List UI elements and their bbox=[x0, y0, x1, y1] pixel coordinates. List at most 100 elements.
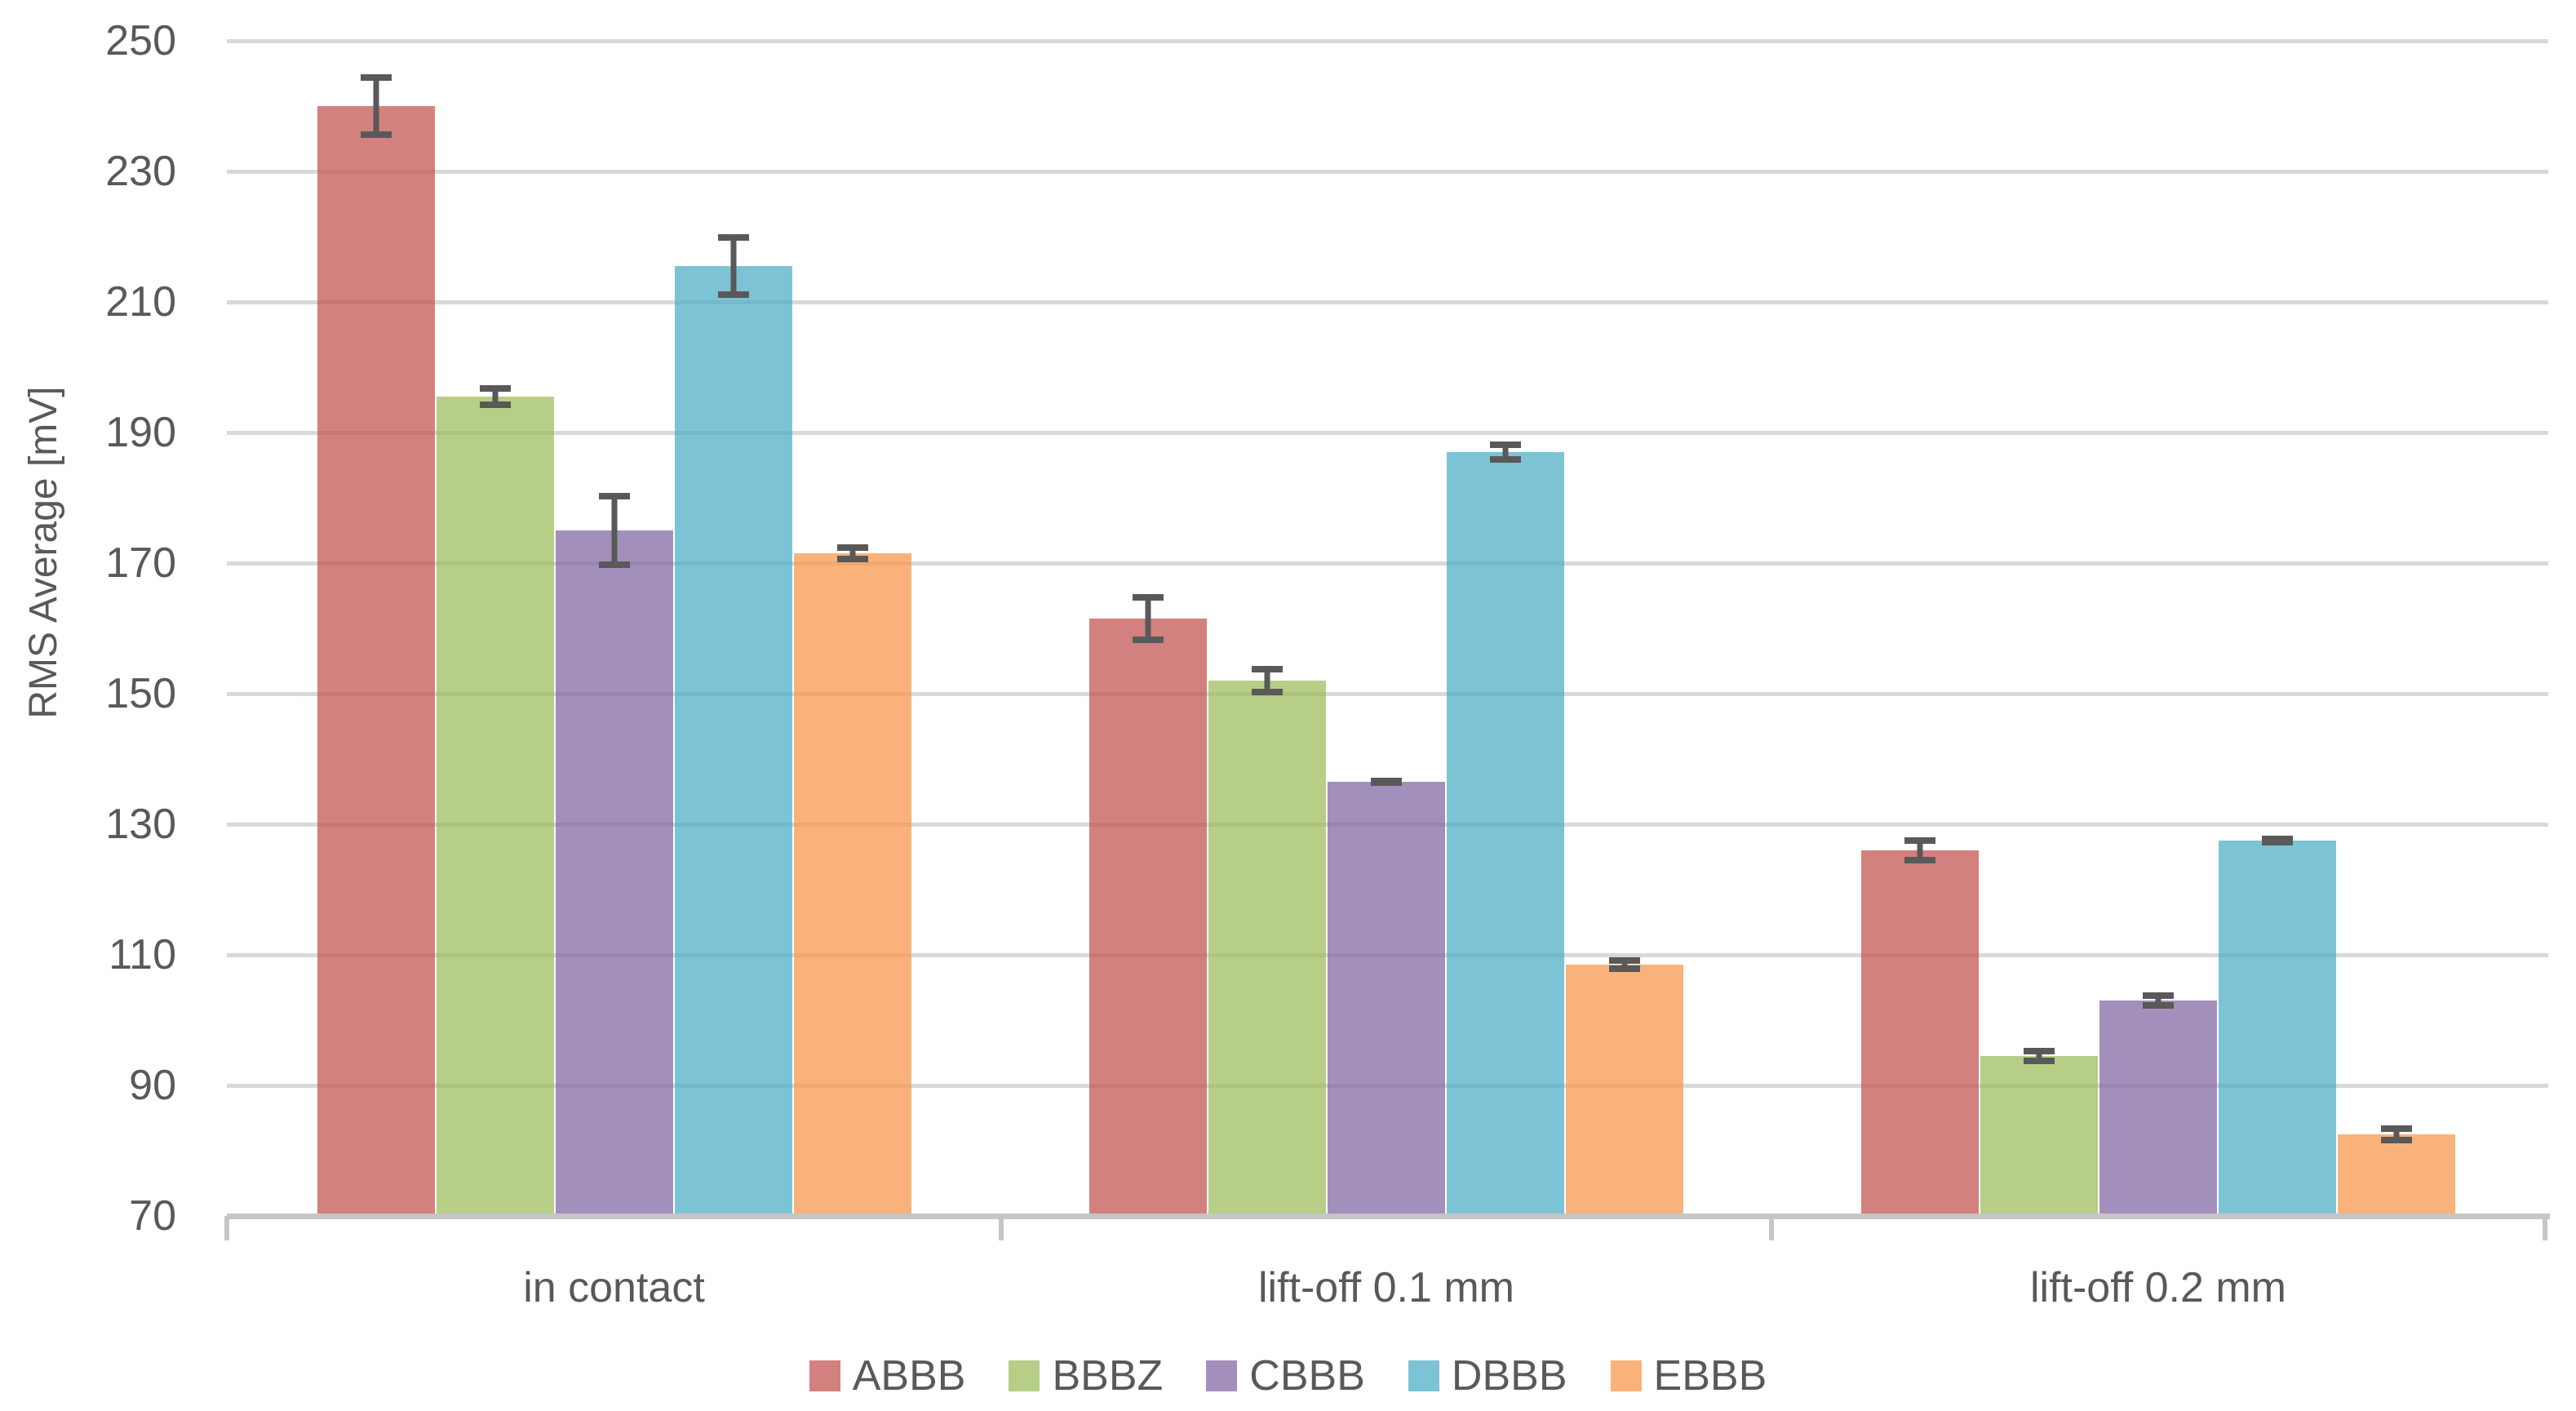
category-label: lift-off 0.2 mm bbox=[2029, 1264, 2286, 1311]
error-bar-line bbox=[373, 73, 379, 139]
error-bar-cap bbox=[1609, 957, 1640, 965]
y-tick-label: 70 bbox=[129, 1192, 176, 1240]
error-bar-cap bbox=[1490, 441, 1521, 449]
error-bar bbox=[1371, 778, 1402, 786]
error-bar-cap bbox=[1904, 837, 1935, 844]
y-tick-label: 250 bbox=[105, 17, 176, 64]
gridline bbox=[227, 169, 2548, 174]
x-axis-boundary-tick bbox=[1769, 1216, 1774, 1240]
bar-abbb-2 bbox=[1089, 619, 1207, 1216]
legend-marker-icon bbox=[1610, 1360, 1642, 1391]
x-axis-boundary-tick bbox=[999, 1216, 1004, 1240]
legend: ABBB BBBZ CBBB DBBB EBBB bbox=[0, 1351, 2576, 1400]
category-label: lift-off 0.1 mm bbox=[1257, 1264, 1514, 1311]
error-bar-line bbox=[2155, 992, 2161, 1009]
error-bar-cap bbox=[717, 291, 749, 299]
error-bar bbox=[2143, 992, 2174, 1009]
error-bar bbox=[1133, 593, 1164, 644]
legend-marker-icon bbox=[1408, 1360, 1439, 1391]
error-bar-line bbox=[1502, 441, 1509, 463]
bar-abbb-3 bbox=[1861, 850, 1979, 1216]
error-bar-line bbox=[611, 492, 617, 569]
error-bar-line bbox=[1145, 593, 1151, 644]
y-tick-label: 210 bbox=[105, 278, 176, 326]
x-axis-boundary-tick bbox=[2543, 1216, 2547, 1240]
bar-bbbz-2 bbox=[1208, 681, 1326, 1216]
error-bar-cap bbox=[2262, 838, 2293, 845]
error-bar-cap bbox=[836, 556, 868, 563]
error-bar-cap bbox=[598, 492, 630, 499]
error-bar-cap bbox=[2381, 1125, 2412, 1132]
error-bar-cap bbox=[2143, 1001, 2174, 1009]
bar-cbbb-1 bbox=[555, 530, 673, 1216]
x-axis-boundary-tick bbox=[224, 1216, 229, 1240]
error-bar-cap bbox=[360, 73, 392, 81]
error-bar-cap bbox=[1133, 593, 1164, 601]
gridline bbox=[227, 38, 2548, 43]
legend-item-cbbb: CBBB bbox=[1206, 1351, 1365, 1400]
y-tick-label: 230 bbox=[105, 148, 176, 195]
error-bar-line bbox=[1621, 957, 1628, 972]
bar-abbb-1 bbox=[317, 106, 435, 1216]
error-bar-cap bbox=[360, 131, 392, 139]
gridline bbox=[227, 430, 2548, 435]
y-tick-label: 90 bbox=[129, 1062, 176, 1109]
category-label: in contact bbox=[523, 1264, 705, 1311]
gridline bbox=[227, 691, 2548, 696]
legend-item-bbbz: BBBZ bbox=[1009, 1351, 1163, 1400]
error-bar-cap bbox=[2024, 1048, 2055, 1055]
legend-label: EBBB bbox=[1653, 1352, 1767, 1400]
error-bar-cap bbox=[1609, 965, 1640, 972]
error-bar-cap bbox=[1252, 689, 1283, 696]
legend-item-ebbb: EBBB bbox=[1610, 1351, 1767, 1400]
gridline bbox=[227, 300, 2548, 304]
bar-ebbb-3 bbox=[2338, 1134, 2455, 1216]
bar-ebbb-1 bbox=[793, 553, 911, 1216]
bar-dbbb-2 bbox=[1447, 452, 1564, 1216]
error-bar-line bbox=[492, 384, 498, 409]
y-tick-label: 150 bbox=[105, 670, 176, 717]
y-tick-label: 170 bbox=[105, 539, 176, 587]
error-bar bbox=[1490, 441, 1521, 463]
bar-ebbb-2 bbox=[1566, 965, 1683, 1216]
error-bar-cap bbox=[717, 233, 749, 241]
error-bar-cap bbox=[836, 544, 868, 551]
error-bar-cap bbox=[2143, 992, 2174, 1000]
error-bar bbox=[836, 544, 868, 563]
x-axis-line bbox=[227, 1213, 2550, 1219]
bar-bbbz-3 bbox=[1980, 1056, 2098, 1216]
bar-dbbb-3 bbox=[2219, 841, 2336, 1216]
y-tick-label: 190 bbox=[105, 409, 176, 456]
legend-label: ABBB bbox=[852, 1352, 966, 1400]
error-bar-line bbox=[2393, 1125, 2400, 1144]
error-bar-cap bbox=[1252, 665, 1283, 672]
legend-label: BBBZ bbox=[1052, 1352, 1164, 1400]
error-bar-line bbox=[1917, 837, 1923, 863]
error-bar-cap bbox=[479, 384, 511, 392]
error-bar bbox=[598, 492, 630, 569]
error-bar bbox=[360, 73, 392, 139]
error-bar-line bbox=[730, 233, 736, 299]
error-bar-cap bbox=[1133, 637, 1164, 644]
error-bar bbox=[2024, 1048, 2055, 1064]
error-bar-cap bbox=[479, 402, 511, 409]
error-bar-cap bbox=[598, 561, 630, 569]
bar-cbbb-2 bbox=[1328, 782, 1445, 1216]
error-bar bbox=[479, 384, 511, 409]
error-bar-line bbox=[1264, 665, 1270, 696]
legend-item-abbb: ABBB bbox=[809, 1351, 966, 1400]
error-bar-cap bbox=[2024, 1057, 2055, 1064]
bar-dbbb-1 bbox=[674, 266, 792, 1216]
legend-marker-icon bbox=[1206, 1360, 1238, 1391]
legend-marker-icon bbox=[809, 1360, 840, 1391]
y-tick-label: 130 bbox=[105, 801, 176, 848]
legend-label: CBBB bbox=[1249, 1352, 1365, 1400]
error-bar bbox=[2262, 836, 2293, 845]
legend-item-dbbb: DBBB bbox=[1408, 1351, 1567, 1400]
error-bar bbox=[717, 233, 749, 299]
legend-label: DBBB bbox=[1451, 1352, 1567, 1400]
bar-cbbb-3 bbox=[2099, 1001, 2217, 1216]
error-bar-line bbox=[849, 544, 855, 563]
y-tick-label: 110 bbox=[109, 931, 176, 978]
